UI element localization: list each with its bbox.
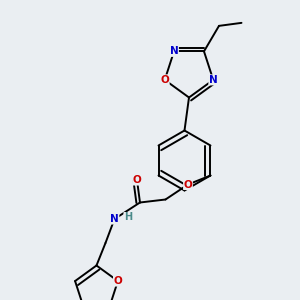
Text: O: O — [184, 179, 192, 190]
Text: N: N — [209, 75, 218, 85]
Text: N: N — [110, 214, 119, 224]
Text: H: H — [124, 212, 132, 223]
Text: O: O — [160, 75, 169, 85]
Text: O: O — [133, 175, 141, 185]
Text: N: N — [169, 46, 178, 56]
Text: O: O — [113, 276, 122, 286]
